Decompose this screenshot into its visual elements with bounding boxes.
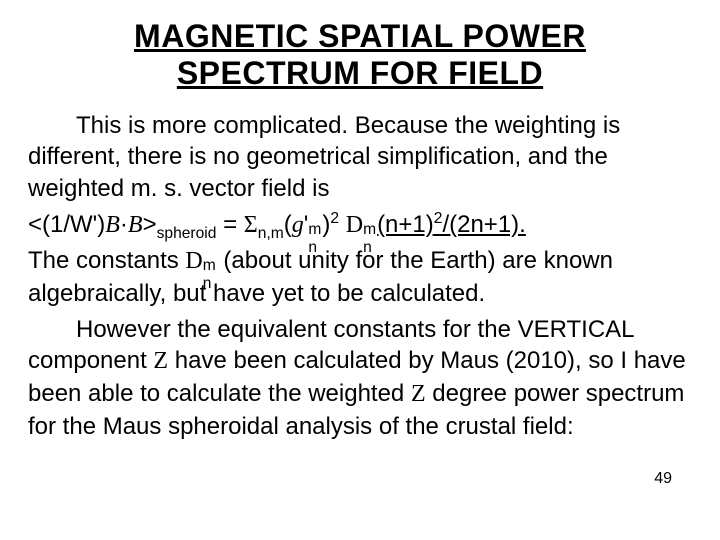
eq-dot: · [120, 211, 128, 238]
para2-d-sub: n [203, 274, 212, 295]
eq-frac: (n+1) [377, 211, 434, 238]
title-line-2: SPECTRUM FOR FIELD [177, 55, 543, 91]
slide-body: This is more complicated. Because the we… [28, 110, 692, 443]
eq-close: > [143, 211, 157, 238]
eq-b1: B [105, 212, 120, 238]
paragraph-3: However the equivalent constants for the… [28, 314, 692, 443]
paragraph-2: The constants Dnm (about unity for the E… [28, 245, 692, 309]
eq-spheroid: spheroid [157, 224, 217, 241]
eq-b2: B [128, 212, 143, 238]
eq-denom: /(2n+1). [442, 211, 525, 238]
para2-a: The constants [28, 247, 185, 274]
eq-sigma-sub: n,m [258, 224, 284, 241]
para3-z1: Z [153, 348, 168, 374]
eq-d-sup: m [363, 220, 376, 241]
slide-title: MAGNETIC SPATIAL POWER SPECTRUM FOR FIEL… [28, 18, 692, 92]
eq-g-pow: 2 [330, 210, 339, 227]
para3-z2: Z [411, 381, 426, 407]
eq-equals: = [216, 211, 243, 238]
title-line-1: MAGNETIC SPATIAL POWER [134, 18, 586, 54]
eq-lhs-open: <(1/W') [28, 211, 105, 238]
equation-line: <(1/W')B·B>spheroid = Σn,m(g'nm)2 Dnm(n+… [28, 209, 692, 242]
para2-d-sup: m [203, 256, 216, 277]
eq-space [339, 211, 346, 238]
eq-g-open: ( [284, 211, 292, 238]
para2-d: D [185, 248, 202, 274]
eq-g-sub: n [308, 238, 317, 259]
eq-g-sup: m [308, 220, 321, 241]
slide: MAGNETIC SPATIAL POWER SPECTRUM FOR FIEL… [0, 0, 720, 540]
para1-text: This is more complicated. Because the we… [28, 112, 620, 202]
eq-d: D [346, 212, 363, 238]
eq-frac-group: (n+1)2/(2n+1). [377, 211, 526, 238]
paragraph-1: This is more complicated. Because the we… [28, 110, 692, 205]
eq-sigma: Σ [244, 212, 258, 238]
eq-g: g [292, 212, 304, 238]
eq-d-sub: n [363, 238, 372, 259]
page-number: 49 [654, 470, 672, 488]
